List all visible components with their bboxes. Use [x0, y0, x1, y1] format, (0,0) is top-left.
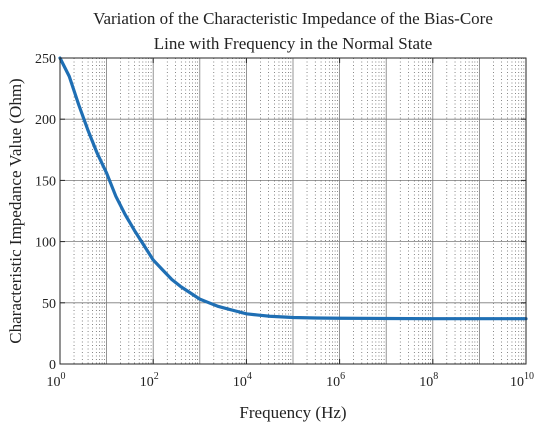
series-line [58, 56, 528, 321]
chart-title-line-2: Line with Frequency in the Normal State [154, 34, 433, 53]
x-tick-labels: 100 102 104 106 108 1010 [47, 371, 535, 390]
x-tick-label: 1010 [510, 371, 534, 390]
y-tick-label: 150 [35, 174, 56, 189]
x-axis-label: Frequency (Hz) [239, 403, 346, 422]
y-tick-label: 100 [35, 236, 56, 251]
y-tick-label: 200 [35, 113, 56, 128]
x-tick-label: 104 [233, 371, 252, 390]
x-tick-label: 106 [326, 371, 345, 390]
y-axis-label: Characteristic Impedance Value (Ohm) [6, 78, 25, 343]
y-tick-label: 0 [49, 358, 56, 373]
x-tick-label: 102 [140, 371, 159, 390]
plot-frame [59, 57, 527, 365]
x-tick-label: 100 [47, 371, 66, 390]
y-tick-label: 250 [35, 52, 56, 67]
series-layer [58, 56, 528, 321]
x-tick-label: 108 [419, 371, 438, 390]
tick-marks [59, 57, 527, 365]
chart-title-line-1: Variation of the Characteristic Impedanc… [93, 9, 493, 28]
y-tick-label: 50 [42, 297, 56, 312]
y-tick-labels: 0 50 100 150 200 250 [35, 52, 56, 373]
